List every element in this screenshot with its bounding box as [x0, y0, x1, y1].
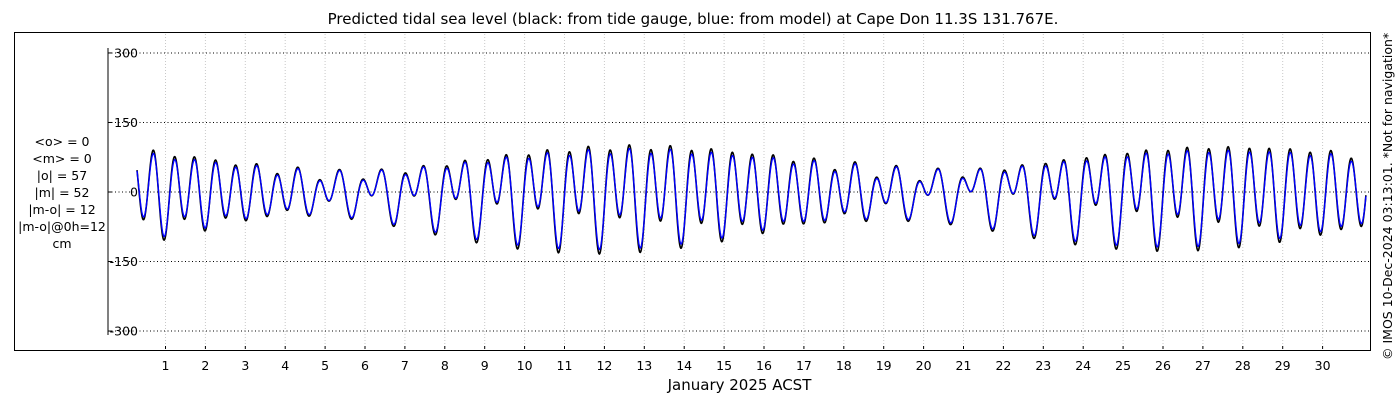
x-tick-label: 27	[1195, 358, 1211, 373]
x-tick-label: 2	[201, 358, 209, 373]
x-tick-label: 9	[481, 358, 489, 373]
stat-mean-model: <m> = 0	[32, 151, 92, 166]
x-tick-label: 7	[401, 358, 409, 373]
x-tick-label: 23	[1035, 358, 1051, 373]
x-tick-label: 11	[557, 358, 573, 373]
x-tick-label: 20	[916, 358, 932, 373]
plot-frame	[14, 32, 1371, 351]
x-tick-label: 25	[1115, 358, 1131, 373]
y-tick-label: 0	[130, 185, 138, 200]
x-tick-label: 29	[1275, 358, 1291, 373]
model-series	[136, 147, 1367, 251]
x-tick-label: 6	[361, 358, 369, 373]
stat-abs-difference: |m-o| = 12	[28, 202, 96, 217]
x-tick-label: 4	[281, 358, 289, 373]
x-tick-label: 3	[241, 358, 249, 373]
x-tick-label: 28	[1235, 358, 1251, 373]
x-tick-label: 24	[1075, 358, 1091, 373]
x-tick-label: 19	[876, 358, 892, 373]
x-tick-label: 15	[716, 358, 732, 373]
axis-layer: 1 2 3 4 5 6 7 8 9 10 11 12 13 14 15 16 17 18 19 20 21 22 23 24 2…	[107, 45, 1331, 373]
x-tick-label: 1	[162, 358, 170, 373]
x-tick-label: 30	[1315, 358, 1331, 373]
chart-title: Predicted tidal sea level (black: from t…	[327, 10, 1059, 28]
x-tick-label: 10	[517, 358, 533, 373]
x-tick-label: 18	[836, 358, 852, 373]
stat-unit: cm	[52, 236, 72, 251]
x-tick-label: 22	[995, 358, 1011, 373]
x-axis-label: January 2025 ACST	[667, 376, 812, 394]
grid-layer	[108, 34, 1371, 349]
x-tick-label: 16	[756, 358, 772, 373]
series-layer	[136, 144, 1367, 255]
x-tick-label: 21	[956, 358, 972, 373]
y-tick-label: 300	[114, 45, 138, 60]
x-tick-label: 26	[1155, 358, 1171, 373]
x-tick-label: 14	[676, 358, 692, 373]
statistics-panel: <o> = 0 <m> = 0 |o| = 57 |m| = 52 |m-o| …	[14, 133, 110, 252]
y-tick-label: -150	[110, 254, 138, 269]
y-tick-label: -300	[110, 324, 138, 339]
x-tick-label: 13	[636, 358, 652, 373]
stat-abs-observed: |o| = 57	[36, 168, 88, 183]
copyright-note: © IMOS 10-Dec-2024 03:13:01. *Not for na…	[1380, 32, 1395, 360]
x-tick-label: 17	[796, 358, 812, 373]
x-tick-label: 5	[321, 358, 329, 373]
stat-mean-observed: <o> = 0	[34, 134, 90, 149]
x-tick-label: 8	[441, 358, 449, 373]
x-tick-label: 12	[596, 358, 612, 373]
stat-abs-model: |m| = 52	[34, 185, 90, 200]
y-tick-label: 150	[114, 115, 138, 130]
stat-abs-difference-0h: |m-o|@0h=12	[18, 219, 106, 234]
